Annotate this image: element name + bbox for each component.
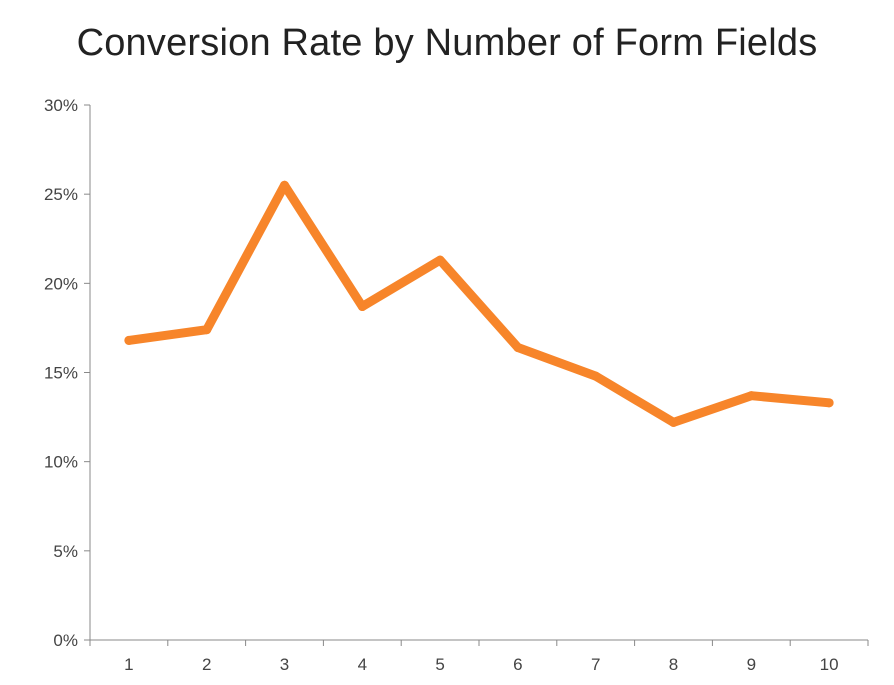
y-tick-label: 15% — [44, 364, 78, 383]
y-tick-label: 30% — [44, 96, 78, 115]
y-tick-label: 10% — [44, 453, 78, 472]
y-tick-label: 0% — [53, 631, 78, 650]
data-point — [669, 417, 678, 427]
x-tick-label: 2 — [202, 655, 211, 674]
x-tick-label: 6 — [513, 655, 522, 674]
data-point — [591, 371, 601, 381]
data-point — [435, 255, 445, 265]
y-tick-label: 20% — [44, 274, 78, 293]
data-point — [357, 302, 367, 312]
x-tick-label: 1 — [124, 655, 133, 674]
data-point — [513, 343, 523, 353]
x-tick-label: 10 — [820, 655, 839, 674]
data-point — [746, 391, 756, 401]
chart-title: Conversion Rate by Number of Form Fields — [76, 22, 818, 64]
series-line — [124, 180, 834, 427]
x-tick-label: 5 — [435, 655, 444, 674]
x-tick-label: 7 — [591, 655, 600, 674]
y-tick-label: 25% — [44, 185, 78, 204]
x-tick-label: 9 — [747, 655, 756, 674]
data-point — [202, 325, 212, 335]
x-tick-label: 4 — [358, 655, 367, 674]
data-point — [124, 335, 134, 345]
data-point — [280, 180, 289, 190]
x-tick-label: 3 — [280, 655, 289, 674]
data-point — [824, 398, 834, 408]
x-tick-label: 8 — [669, 655, 678, 674]
y-tick-label: 5% — [53, 542, 78, 561]
